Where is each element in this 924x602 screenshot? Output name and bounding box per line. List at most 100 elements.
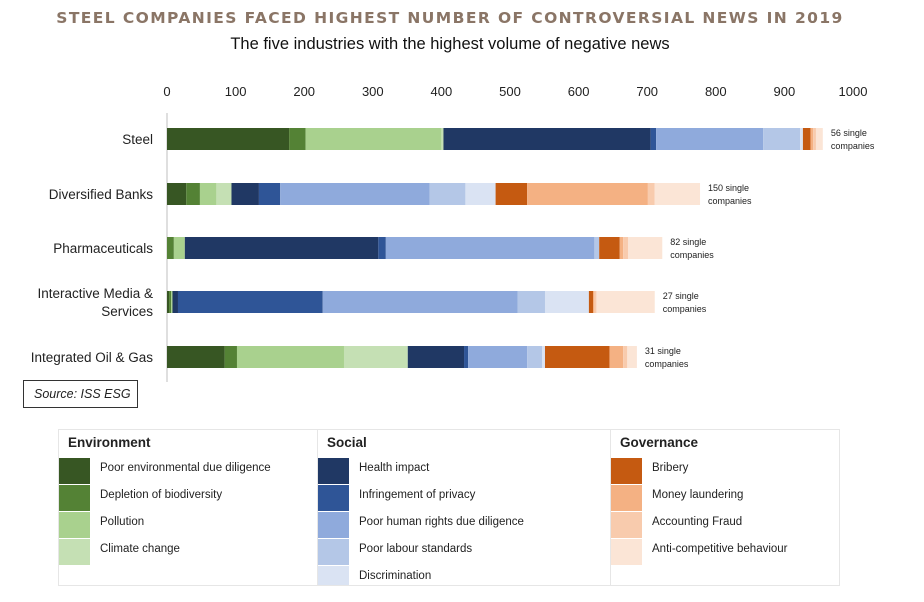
bar-segment bbox=[593, 291, 595, 313]
bar-note: companies bbox=[708, 196, 752, 206]
bar-note: 27 single bbox=[663, 291, 699, 301]
bar-segment bbox=[619, 237, 624, 259]
bar-segment bbox=[429, 183, 466, 205]
bar-segment bbox=[407, 346, 465, 368]
bar-note: 31 single bbox=[645, 346, 681, 356]
legend-swatch bbox=[318, 458, 349, 484]
legend-group-governance: Governance Bribery Money laundering Acco… bbox=[610, 430, 840, 585]
legend: Environment Poor environmental due dilig… bbox=[58, 429, 840, 586]
legend-label: Poor environmental due diligence bbox=[100, 462, 271, 474]
bar-segment bbox=[171, 291, 173, 313]
bar-segment bbox=[810, 128, 814, 150]
bar-segment bbox=[167, 128, 290, 150]
x-tick-label: 200 bbox=[293, 84, 315, 99]
bar-segment bbox=[599, 237, 620, 259]
legend-group-environment: Environment Poor environmental due dilig… bbox=[59, 430, 317, 585]
bar-segment bbox=[177, 291, 323, 313]
category-label: Services bbox=[101, 304, 153, 319]
bar-segment bbox=[305, 128, 442, 150]
x-tick-label: 800 bbox=[705, 84, 727, 99]
source-text: Source: ISS ESG bbox=[34, 387, 131, 401]
bar-segment bbox=[802, 128, 811, 150]
legend-swatch bbox=[611, 485, 642, 511]
legend-swatch bbox=[611, 458, 642, 484]
category-label: Diversified Banks bbox=[49, 187, 154, 202]
legend-header-environment: Environment bbox=[68, 435, 151, 450]
bar-segment bbox=[385, 237, 595, 259]
bar-note: companies bbox=[670, 250, 714, 260]
category-label: Pharmaceuticals bbox=[53, 241, 153, 256]
bar-segment bbox=[216, 183, 232, 205]
category-label: Steel bbox=[122, 132, 153, 147]
bar-segment bbox=[169, 291, 172, 313]
legend-label: Money laundering bbox=[652, 489, 744, 501]
bar-segment bbox=[815, 128, 823, 150]
bar-segment bbox=[656, 128, 764, 150]
bar-note: companies bbox=[645, 359, 689, 369]
bar-segment bbox=[654, 183, 701, 205]
legend-label: Climate change bbox=[100, 543, 180, 555]
bar-note: 56 single bbox=[831, 128, 867, 138]
legend-swatch bbox=[611, 512, 642, 538]
bar-segment bbox=[167, 346, 225, 368]
bar-segment bbox=[544, 346, 610, 368]
bar-segment bbox=[627, 237, 663, 259]
legend-label: Anti-competitive behaviour bbox=[652, 543, 788, 555]
legend-swatch bbox=[59, 512, 90, 538]
bar-segment bbox=[594, 291, 597, 313]
legend-label: Accounting Fraud bbox=[652, 516, 743, 528]
bar-segment bbox=[800, 128, 803, 150]
x-tick-label: 0 bbox=[163, 84, 170, 99]
legend-swatch bbox=[318, 539, 349, 565]
x-tick-label: 300 bbox=[362, 84, 384, 99]
bar-segment bbox=[343, 346, 408, 368]
bar-segment bbox=[280, 183, 430, 205]
bar-note: companies bbox=[831, 141, 875, 151]
bar-note: 82 single bbox=[670, 237, 706, 247]
bar-segment bbox=[495, 183, 528, 205]
x-tick-label: 400 bbox=[431, 84, 453, 99]
legend-label: Infringement of privacy bbox=[359, 489, 476, 501]
bar-segment bbox=[596, 291, 655, 313]
bar-segment bbox=[199, 183, 217, 205]
bar-segment bbox=[186, 183, 200, 205]
bar-segment bbox=[231, 183, 259, 205]
legend-swatch bbox=[318, 485, 349, 511]
legend-label: Pollution bbox=[100, 516, 145, 528]
bar-segment bbox=[594, 237, 600, 259]
x-tick-label: 100 bbox=[225, 84, 247, 99]
category-label: Interactive Media & bbox=[37, 286, 153, 301]
bar-segment bbox=[258, 183, 281, 205]
bar-segment bbox=[464, 346, 469, 368]
bar-segment bbox=[167, 237, 174, 259]
legend-swatch bbox=[318, 512, 349, 538]
bar-segment bbox=[623, 346, 628, 368]
legend-swatch bbox=[59, 539, 90, 565]
bar-segment bbox=[236, 346, 344, 368]
x-tick-label: 900 bbox=[774, 84, 796, 99]
bar-segment bbox=[172, 291, 178, 313]
bar-segment bbox=[167, 183, 187, 205]
x-tick-label: 700 bbox=[636, 84, 658, 99]
bar-segment bbox=[167, 291, 170, 313]
legend-swatch bbox=[59, 485, 90, 511]
bar-segment bbox=[813, 128, 816, 150]
legend-label: Poor human rights due diligence bbox=[359, 516, 524, 528]
bar-segment bbox=[443, 128, 651, 150]
bar-segment bbox=[224, 346, 237, 368]
bar-segment bbox=[763, 128, 801, 150]
legend-label: Poor labour standards bbox=[359, 543, 473, 555]
bar-segment bbox=[623, 237, 628, 259]
bar-segment bbox=[527, 183, 648, 205]
bar-segment bbox=[441, 128, 444, 150]
bar-chart: 0 100 200 300 400 500 600 700 800 900 1000 Steel 56 … bbox=[31, 84, 875, 382]
legend-label: Bribery bbox=[652, 462, 689, 474]
bar-segment bbox=[650, 128, 657, 150]
legend-swatch bbox=[59, 458, 90, 484]
bar-segment bbox=[378, 237, 386, 259]
x-tick-label: 1000 bbox=[839, 84, 868, 99]
legend-header-social: Social bbox=[327, 435, 367, 450]
bar-segment bbox=[542, 346, 545, 368]
bar-note: 150 single bbox=[708, 183, 749, 193]
bar-segment bbox=[289, 128, 306, 150]
